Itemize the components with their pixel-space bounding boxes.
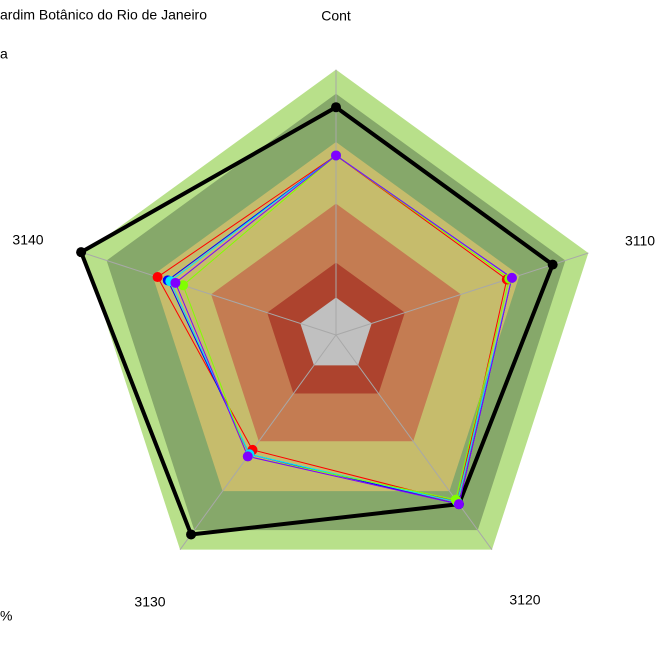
- point: [186, 529, 197, 540]
- point: [331, 150, 341, 161]
- chart-title: ardim Botânico do Rio de Janeiro: [0, 7, 207, 23]
- axis-label: 3110: [625, 233, 655, 249]
- point: [170, 277, 181, 288]
- spoke: [335, 334, 493, 550]
- spoke: [83, 252, 337, 336]
- point: [76, 247, 87, 258]
- axis-label: 3130: [134, 594, 165, 610]
- series-line: [78, 104, 556, 537]
- series-line: [156, 154, 508, 503]
- point: [242, 451, 253, 462]
- point: [547, 259, 558, 270]
- spoke: [179, 334, 337, 550]
- axis-label: Cont: [321, 8, 351, 24]
- series-line: [182, 154, 510, 501]
- axis-label: 3140: [12, 232, 43, 248]
- point: [506, 272, 517, 283]
- series-line: [174, 154, 513, 505]
- point: [178, 280, 189, 291]
- spoke: [335, 252, 589, 336]
- footnote: %: [0, 608, 12, 624]
- point: [152, 272, 163, 283]
- point: [453, 499, 464, 510]
- subtitle: a: [0, 46, 8, 62]
- point: [331, 102, 341, 113]
- axis-label: 3120: [509, 592, 540, 608]
